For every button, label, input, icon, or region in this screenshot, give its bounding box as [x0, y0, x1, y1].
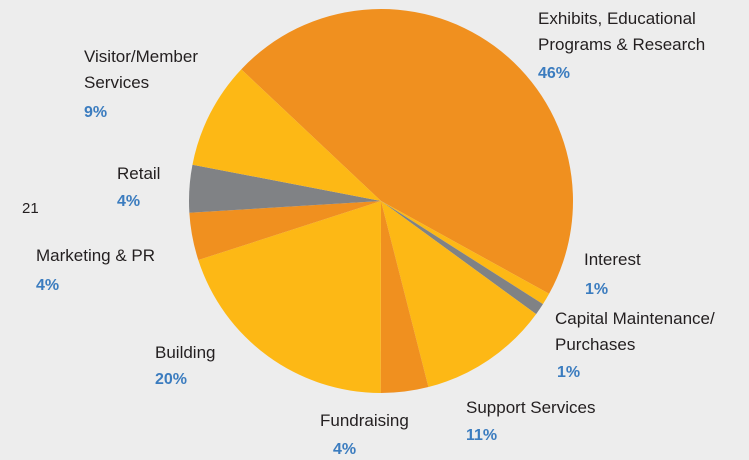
pie-slice — [198, 201, 381, 393]
value-label: 1% — [585, 281, 609, 298]
slice-label: Support Services — [466, 398, 596, 417]
value-label: 46% — [538, 65, 571, 82]
value-label: 11% — [466, 427, 498, 444]
pie-slice — [189, 201, 381, 261]
slice-label: Exhibits, Educational Programs & Researc… — [538, 9, 706, 54]
pie-slice — [381, 201, 543, 315]
pie-slice — [192, 69, 381, 201]
value-label: 20% — [155, 371, 188, 388]
slice-label: Building — [155, 343, 216, 362]
slice-label: Retail — [117, 164, 161, 183]
pie-slice — [381, 201, 550, 305]
slice-label: Visitor/Member Services — [84, 47, 198, 92]
slice-label: Interest — [584, 250, 641, 269]
pie-slice — [241, 9, 573, 294]
pie-slice — [381, 201, 537, 388]
slice-label: Capital Maintenance/ Purchases — [555, 309, 715, 354]
pie-slice — [189, 164, 381, 213]
value-label: 1% — [557, 364, 581, 381]
value-label: 9% — [84, 104, 108, 121]
slice-label: Marketing & PR — [36, 246, 156, 265]
slice-label: Fundraising — [320, 411, 409, 430]
value-label: 4% — [333, 441, 357, 458]
value-label: 4% — [117, 193, 141, 210]
pie-slice — [380, 201, 429, 393]
value-label: 4% — [36, 277, 60, 294]
page-number: 21 — [22, 200, 39, 217]
